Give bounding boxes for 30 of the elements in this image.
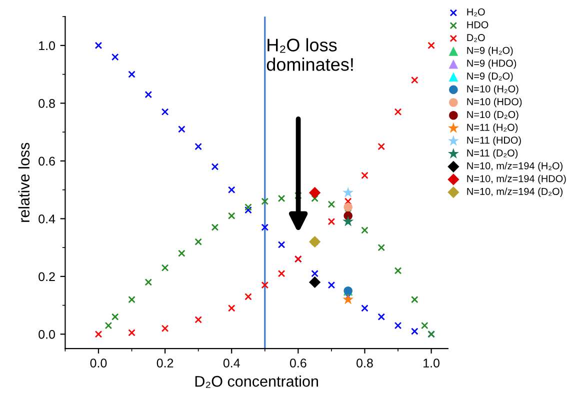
x-tick-label: 0.6 <box>290 358 306 368</box>
legend-label: N=10, m/z=194 (D₂O) <box>467 188 562 197</box>
y-tick-label: 0.4 <box>38 214 56 224</box>
y-tick-label: 0.2 <box>38 272 55 282</box>
legend-label: N=10 (D₂O) <box>467 110 518 120</box>
y-tick-label: 0.0 <box>38 330 55 339</box>
legend-label: H₂O <box>467 8 485 16</box>
legend-label: N=11 (D₂O) <box>467 149 518 159</box>
x-tick-label: 0.4 <box>223 358 240 368</box>
legend-label: N=10, m/z=194 (H₂O) <box>467 162 562 172</box>
y-axis-title: relative loss <box>18 142 30 222</box>
y-tick-label: 0.8 <box>38 99 55 108</box>
legend-label: N=9 (D₂O) <box>467 72 513 82</box>
y-tick-label: 1.0 <box>39 41 55 50</box>
legend-label: HDO <box>467 21 488 28</box>
annotation: H₂O loss dominates! <box>266 38 353 71</box>
x-axis-title: D₂O concentration <box>195 376 318 388</box>
legend-label: N=9 (HDO) <box>467 59 516 69</box>
legend-label: D₂O <box>467 34 485 42</box>
x-tick-label: 0.8 <box>356 358 373 368</box>
legend-label: N=11 (H₂O) <box>467 124 518 133</box>
legend-label: N=10 (H₂O) <box>467 85 518 94</box>
legend-label: N=9 (H₂O) <box>467 46 513 56</box>
x-tick-label: 0.2 <box>156 358 174 368</box>
x-tick-label: 0.0 <box>90 358 107 368</box>
y-tick-label: 0.6 <box>38 156 55 166</box>
legend-label: N=11 (HDO) <box>467 136 521 146</box>
legend-label: N=10 (HDO) <box>467 98 522 108</box>
x-tick-label: 1.0 <box>424 358 440 368</box>
legend-label: N=10, m/z=194 (HDO) <box>467 174 566 184</box>
